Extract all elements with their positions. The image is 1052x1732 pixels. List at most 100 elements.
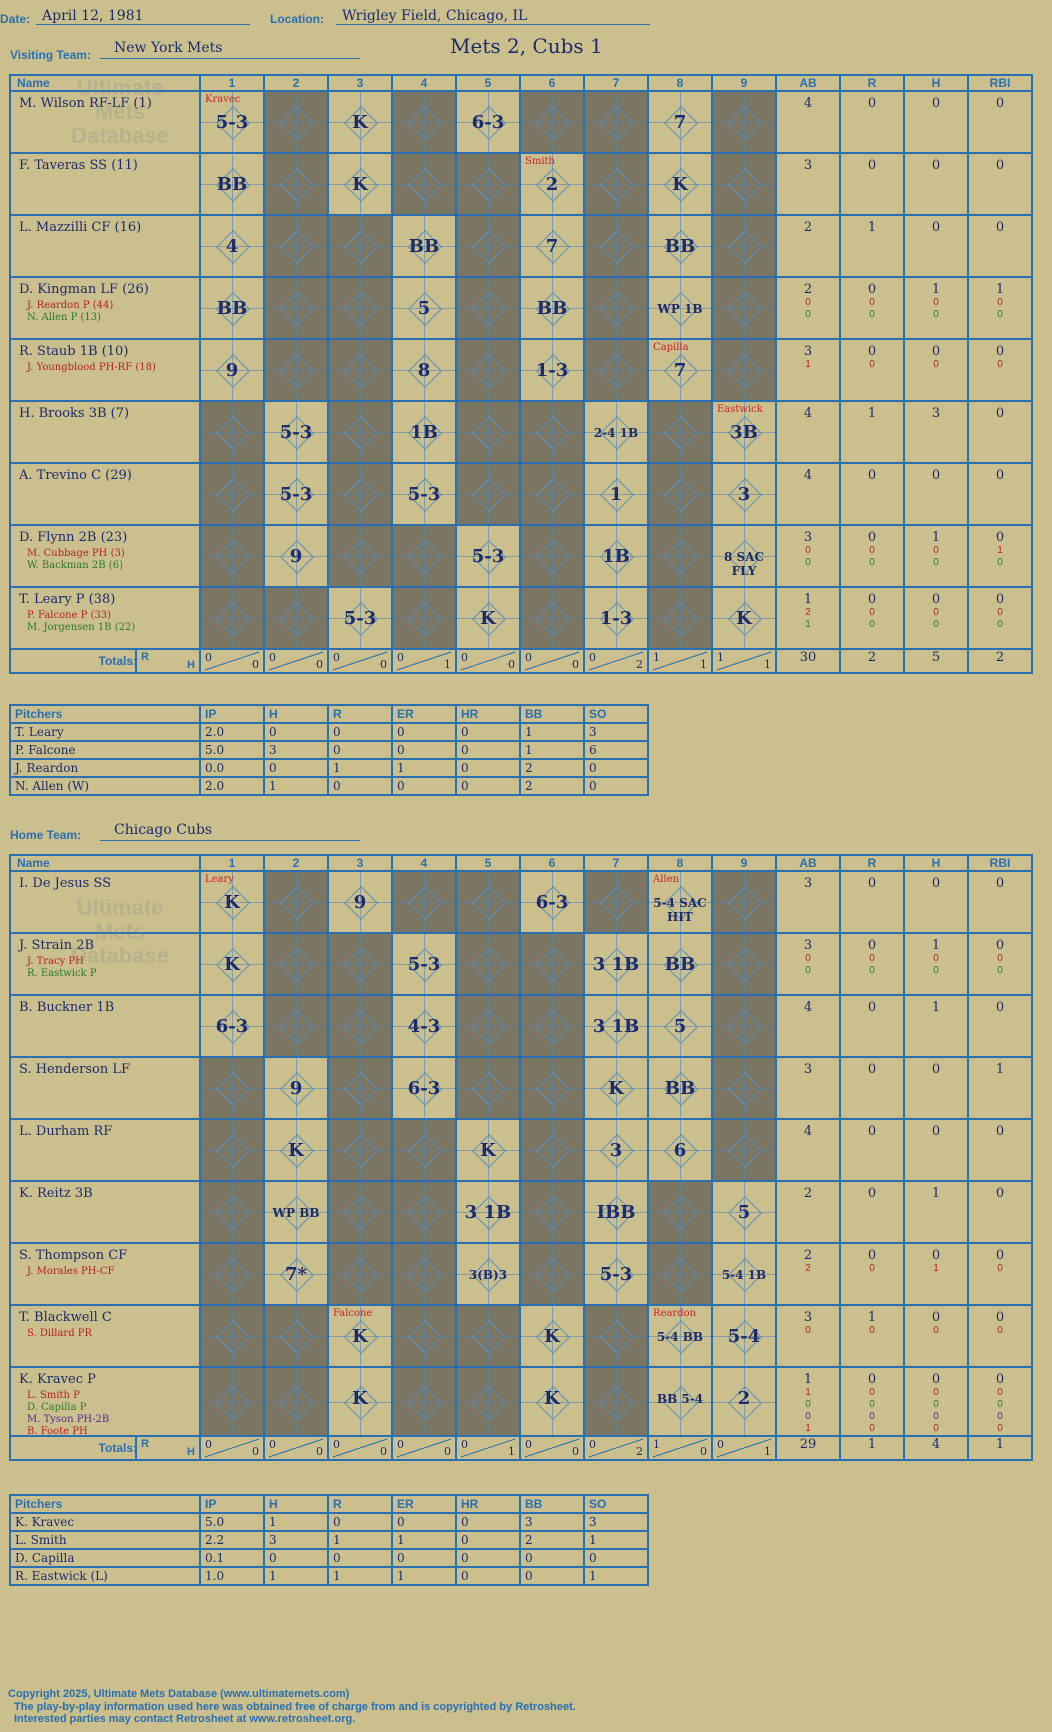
at-bat-cell-inning-1: BB <box>199 276 265 340</box>
batter-row: F. Taveras SS (11) BB K 2 Smith K 3 0 0 0 <box>9 152 1033 216</box>
at-bat-cell-inning-2 <box>263 1366 329 1437</box>
basepath-diamond <box>280 886 314 920</box>
inning-header-1: 1 <box>199 854 265 872</box>
sub-stat-value: 0 <box>997 557 1003 568</box>
sub-stat-value: 0 <box>997 1399 1003 1410</box>
basepath-diamond <box>664 1196 698 1230</box>
at-bat-cell-inning-6 <box>519 994 585 1058</box>
pitching-stat: 1 <box>327 1566 393 1586</box>
at-bat-cell-inning-7 <box>583 90 649 154</box>
stat-value-h: 0 <box>931 96 941 111</box>
basepath-diamond <box>664 602 698 636</box>
at-bat-cell-inning-9: 2 <box>711 1366 777 1437</box>
play-result: 1-3 <box>599 608 633 629</box>
basepath-diamond <box>280 354 314 388</box>
pitcher-row: P. Falcone 5.0 3 0 0 0 1 6 <box>9 740 649 760</box>
inning-header-8: 8 <box>647 74 713 92</box>
pitching-stat: 0 <box>263 722 329 742</box>
basepath-diamond <box>216 602 250 636</box>
at-bat-cell-inning-7 <box>583 1366 649 1437</box>
basepath-diamond <box>344 1134 378 1168</box>
play-result: 6-3 <box>535 892 569 913</box>
substitutes: J. Morales PH-CF <box>27 1266 114 1278</box>
play-result: K <box>352 1388 368 1409</box>
batter-name: B. Buckner 1B <box>19 1000 115 1015</box>
stat-value-h: 0 <box>931 1372 941 1387</box>
basepath-diamond <box>600 292 634 326</box>
at-bat-cell-inning-3 <box>327 214 393 278</box>
basepath-diamond <box>344 230 378 264</box>
play-result: K <box>288 1140 304 1161</box>
play-result: 2-4 1B <box>593 426 639 440</box>
stat-value-ab: 4 <box>803 1000 813 1015</box>
sub-stat-value: 0 <box>997 619 1003 630</box>
at-bat-cell-inning-1: K Leary <box>199 870 265 934</box>
batter-cell: H. Brooks 3B (7) <box>9 400 201 464</box>
stat-value-ab: 4 <box>803 1124 813 1139</box>
at-bat-cell-inning-4 <box>391 870 457 934</box>
sub-stat-value: 0 <box>869 1399 875 1410</box>
pitching-stat: 0 <box>455 776 521 796</box>
pitcher-change-note: Kravec <box>205 94 241 105</box>
pitching-header: SO <box>583 1494 649 1514</box>
batter-cell: L. Mazzilli CF (16) <box>9 214 201 278</box>
pitching-stat: 1 <box>391 758 457 778</box>
total-divider <box>396 651 452 671</box>
sub-stat-value: 0 <box>997 953 1003 964</box>
at-bat-cell-inning-5: 3(B)3 <box>455 1242 521 1306</box>
play-result: 5-4 BB <box>656 1330 704 1344</box>
batter-row: S. Thompson CF J. Morales PH-CF 7* 3(B)3 5-3… <box>9 1242 1033 1306</box>
pitcher-name: J. Reardon <box>9 758 201 778</box>
totals-label: Totals: <box>98 654 137 668</box>
basepath-diamond <box>216 478 250 512</box>
stat-h: 0 <box>903 1056 969 1120</box>
total-divider <box>268 651 324 671</box>
substitutes: S. Dillard PR <box>27 1328 92 1340</box>
stat-h: 0 <box>903 152 969 216</box>
pitching-header: SO <box>583 704 649 724</box>
pitching-header: Pitchers <box>9 704 201 724</box>
at-bat-cell-inning-8 <box>647 524 713 588</box>
pitching-stat: 1 <box>391 1530 457 1550</box>
at-bat-cell-inning-4: 1B <box>391 400 457 464</box>
basepath-diamond <box>408 1320 442 1354</box>
total-divider <box>332 1438 388 1458</box>
stat-value-r: 0 <box>867 938 877 953</box>
batter-row: L. Durham RF K K 3 6 4 0 0 0 <box>9 1118 1033 1182</box>
at-bat-cell-inning-9 <box>711 214 777 278</box>
pitching-header: BB <box>519 704 585 724</box>
sub-stat-value: 1 <box>997 545 1003 556</box>
stat-header-r: R <box>839 854 905 872</box>
basepath-diamond <box>408 1196 442 1230</box>
sub-stat-value: 0 <box>997 1423 1003 1434</box>
at-bat-cell-inning-8 <box>647 1242 713 1306</box>
pitching-stat: 2.0 <box>199 776 265 796</box>
sub-stat-value: 0 <box>997 1387 1003 1398</box>
at-bat-cell-inning-3 <box>327 1056 393 1120</box>
at-bat-cell-inning-4: 5-3 <box>391 462 457 526</box>
stat-value-r: 0 <box>867 158 877 173</box>
pitching-stat: 0 <box>455 1512 521 1532</box>
pitching-header: H <box>263 704 329 724</box>
basepath-diamond <box>472 886 506 920</box>
basepath-diamond <box>280 230 314 264</box>
at-bat-cell-inning-8: BB <box>647 214 713 278</box>
inning-hits: 0 <box>380 1445 387 1458</box>
total-divider <box>524 1438 580 1458</box>
at-bat-cell-inning-3 <box>327 1242 393 1306</box>
at-bat-cell-inning-5: 6-3 <box>455 90 521 154</box>
pitching-stat: 2 <box>519 758 585 778</box>
